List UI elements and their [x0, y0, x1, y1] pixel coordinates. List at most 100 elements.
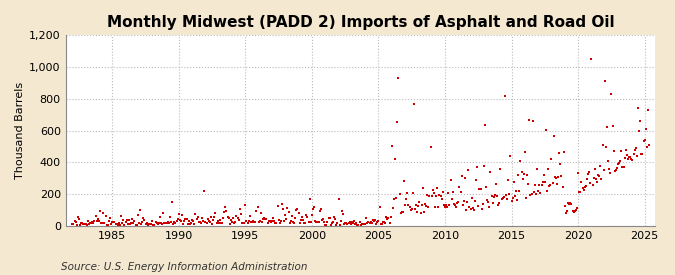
- Point: [634, 119, 645, 123]
- Point: [557, 185, 568, 189]
- Point: [107, 219, 117, 224]
- Point: [637, 152, 648, 156]
- Point: [118, 218, 129, 222]
- Point: [379, 220, 389, 224]
- Point: [475, 187, 486, 192]
- Point: [310, 219, 321, 224]
- Point: [549, 175, 560, 179]
- Point: [160, 221, 171, 225]
- Point: [524, 118, 535, 122]
- Point: [381, 215, 392, 219]
- Point: [435, 194, 446, 199]
- Point: [97, 221, 107, 225]
- Point: [144, 222, 155, 226]
- Point: [348, 221, 358, 226]
- Point: [282, 205, 293, 210]
- Point: [158, 211, 169, 215]
- Point: [299, 221, 310, 226]
- Point: [474, 187, 485, 192]
- Point: [165, 220, 176, 224]
- Point: [628, 152, 639, 157]
- Point: [585, 181, 596, 185]
- Point: [304, 197, 315, 202]
- Point: [606, 92, 617, 96]
- Point: [98, 211, 109, 215]
- Point: [398, 210, 408, 214]
- Point: [492, 194, 503, 199]
- Point: [568, 210, 579, 214]
- Point: [392, 120, 403, 125]
- Point: [279, 219, 290, 223]
- Point: [127, 216, 138, 221]
- Point: [583, 171, 593, 176]
- Point: [470, 199, 481, 203]
- Point: [365, 220, 376, 224]
- Point: [383, 216, 394, 220]
- Point: [551, 176, 562, 181]
- Point: [325, 223, 336, 227]
- Point: [487, 201, 498, 205]
- Point: [317, 218, 327, 222]
- Point: [225, 218, 236, 222]
- Point: [555, 162, 566, 166]
- Title: Monthly Midwest (PADD 2) Imports of Asphalt and Road Oil: Monthly Midwest (PADD 2) Imports of Asph…: [107, 15, 614, 30]
- Point: [443, 191, 454, 196]
- Point: [617, 165, 628, 169]
- Point: [632, 106, 643, 110]
- Point: [486, 194, 497, 199]
- Point: [111, 222, 122, 227]
- Point: [412, 210, 423, 214]
- Point: [92, 217, 103, 221]
- Point: [86, 221, 97, 225]
- Point: [106, 222, 117, 227]
- Point: [587, 182, 598, 187]
- Point: [255, 211, 266, 215]
- Point: [141, 220, 152, 225]
- Point: [223, 216, 234, 220]
- Point: [393, 76, 404, 80]
- Point: [153, 221, 163, 226]
- Point: [290, 216, 300, 220]
- Point: [129, 219, 140, 223]
- Point: [619, 156, 630, 160]
- Point: [501, 192, 512, 197]
- Point: [518, 172, 529, 177]
- Point: [363, 220, 374, 224]
- Point: [207, 222, 217, 226]
- Point: [271, 221, 281, 225]
- Point: [230, 220, 241, 224]
- Point: [614, 161, 624, 166]
- Point: [251, 209, 262, 214]
- Point: [188, 218, 198, 223]
- Point: [622, 153, 632, 157]
- Point: [601, 144, 612, 149]
- Point: [618, 164, 629, 169]
- Point: [517, 177, 528, 181]
- Point: [425, 145, 436, 149]
- Point: [336, 209, 347, 213]
- Point: [68, 222, 79, 227]
- Point: [448, 189, 458, 194]
- Point: [169, 220, 180, 224]
- Point: [377, 219, 388, 224]
- Point: [161, 221, 172, 226]
- Point: [277, 207, 288, 211]
- Point: [103, 223, 113, 227]
- Point: [547, 181, 558, 186]
- Point: [358, 221, 369, 226]
- Point: [387, 206, 398, 210]
- Point: [222, 215, 233, 219]
- Point: [130, 222, 141, 227]
- Point: [201, 221, 212, 225]
- Point: [180, 217, 191, 221]
- Point: [305, 220, 316, 224]
- Point: [375, 222, 386, 226]
- Point: [205, 219, 215, 224]
- Point: [202, 217, 213, 221]
- Point: [338, 212, 348, 216]
- Point: [115, 222, 126, 227]
- Point: [625, 155, 636, 159]
- Point: [196, 216, 207, 221]
- Point: [535, 191, 546, 196]
- Point: [220, 205, 231, 209]
